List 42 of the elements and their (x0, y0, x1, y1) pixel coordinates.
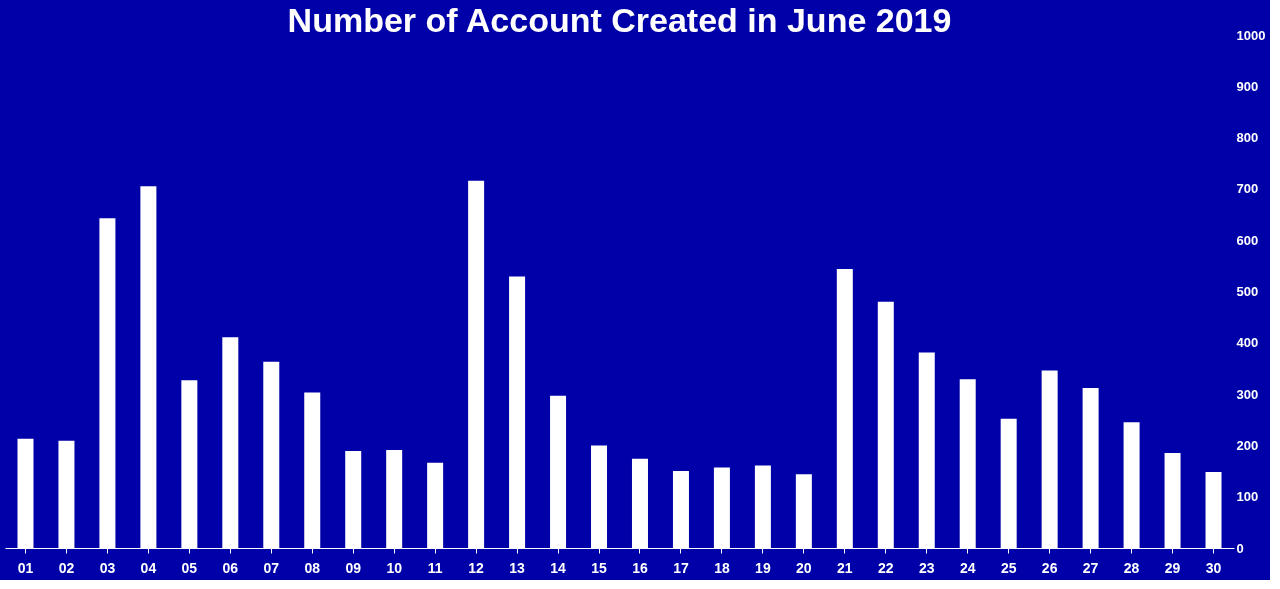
x-tick-label: 09 (345, 559, 362, 576)
x-tick-label: 19 (755, 559, 771, 576)
x-tick-label: 07 (263, 559, 280, 576)
x-tick-label: 06 (222, 559, 239, 576)
x-tick-label: 26 (1041, 559, 1058, 576)
y-tick-label: 400 (1236, 335, 1259, 351)
x-tick-label: 30 (1205, 559, 1222, 576)
y-tick-label: 200 (1236, 437, 1259, 453)
x-tick-label: 28 (1123, 559, 1140, 576)
x-tick-label: 10 (386, 559, 403, 576)
x-tick-label: 03 (99, 559, 116, 576)
x-tick-label: 08 (304, 559, 321, 576)
x-tick-label: 15 (591, 559, 608, 576)
y-tick-label: 700 (1236, 181, 1259, 197)
y-tick-label: 900 (1236, 78, 1259, 94)
y-tick-label: 0 (1236, 540, 1244, 556)
x-tick-label: 16 (632, 559, 648, 576)
x-tick-label: 02 (58, 559, 75, 576)
x-tick-label: 13 (509, 559, 526, 576)
x-tick-label: 17 (673, 559, 689, 576)
y-tick-label: 300 (1236, 386, 1259, 402)
x-tick-label: 12 (468, 559, 485, 576)
x-tick-label: 20 (796, 559, 812, 576)
x-tick-label: 24 (959, 559, 976, 576)
x-tick-label: 04 (140, 559, 157, 576)
x-tick-label: 29 (1164, 559, 1181, 576)
x-tick-label: 23 (918, 559, 935, 576)
y-tick-label: 100 (1236, 489, 1259, 505)
y-tick-label: 1000 (1236, 27, 1266, 43)
x-tick-label: 18 (714, 559, 730, 576)
y-tick-label: 800 (1236, 130, 1259, 146)
x-tick-label: 05 (181, 559, 198, 576)
y-tick-label: 500 (1236, 284, 1259, 299)
y-tick-label: 600 (1236, 232, 1259, 248)
x-tick-label: 21 (837, 559, 853, 576)
x-tick-label: 27 (1082, 559, 1099, 576)
chart-title: Number of Account Created in June 2019 (287, 1, 952, 39)
x-tick-label: 22 (877, 559, 894, 576)
x-tick-label: 14 (550, 559, 567, 576)
x-tick-label: 01 (17, 559, 34, 576)
x-tick-label: 11 (427, 559, 443, 576)
x-tick-label: 25 (1000, 559, 1017, 576)
